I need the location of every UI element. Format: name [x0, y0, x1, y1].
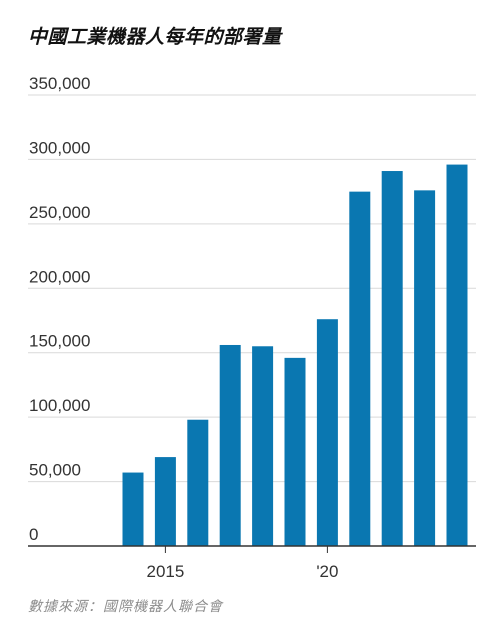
y-tick-label: 350,000	[29, 74, 90, 93]
y-tick-labels: 0 50,000 100,000 150,000 200,000 250,000 300,0…	[29, 74, 90, 544]
gridlines	[28, 94, 476, 483]
bar	[122, 472, 144, 546]
bar	[316, 319, 338, 546]
bar	[446, 164, 468, 546]
source-note: 數據來源：國際機器人聯合會	[28, 599, 223, 615]
y-tick-label: 200,000	[29, 267, 90, 286]
y-tick-label: 50,000	[29, 461, 81, 480]
bar	[219, 344, 241, 546]
y-tick-label: 150,000	[29, 332, 90, 351]
bar	[381, 171, 403, 547]
y-tick-label: 300,000	[29, 138, 90, 157]
y-tick-label: 250,000	[29, 203, 90, 222]
chart-title: 中國工業機器人每年的部署量	[28, 26, 282, 48]
bar	[154, 457, 176, 546]
bar	[284, 357, 306, 546]
bar	[187, 419, 209, 546]
y-tick-label: 100,000	[29, 396, 90, 415]
x-tick-label: 2015	[146, 562, 184, 581]
bars	[122, 164, 468, 547]
bar	[414, 190, 436, 546]
bar	[252, 346, 274, 546]
x-tick-label: '20	[316, 562, 338, 581]
bar	[349, 191, 371, 546]
x-ticks: 2015 '20	[146, 546, 338, 581]
y-tick-label: 0	[29, 525, 38, 544]
